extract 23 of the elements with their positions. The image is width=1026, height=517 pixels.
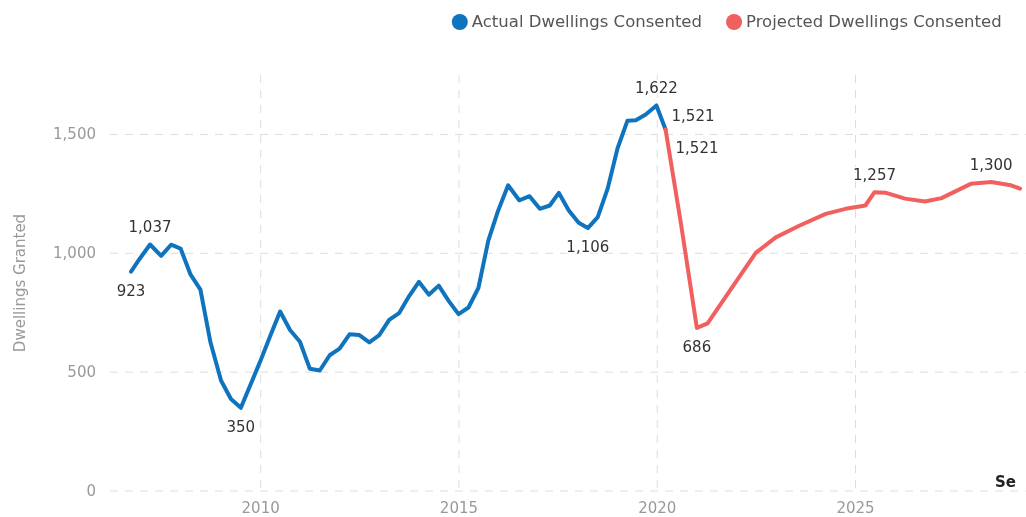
data-label: 1,300 — [969, 155, 1013, 174]
data-label: 1,521 — [671, 107, 715, 126]
x-tick-label: 2025 — [836, 499, 875, 517]
annotation: Se — [995, 473, 1016, 491]
data-label: 350 — [226, 417, 256, 436]
line-series — [663, 127, 1023, 330]
legend-label: Projected Dwellings Consented — [746, 12, 1002, 31]
data-label: 1,521 — [675, 139, 719, 158]
data-label: 1,622 — [634, 79, 678, 98]
data-label: 1,257 — [853, 166, 896, 185]
y-tick-label: 1,500 — [53, 125, 96, 144]
x-tick-label: 2010 — [241, 499, 280, 517]
y-tick-label: 0 — [86, 482, 96, 500]
data-label: 1,106 — [566, 238, 610, 257]
x-tick-label: 2015 — [439, 499, 479, 517]
y-tick-label: 1,000 — [53, 244, 96, 263]
y-tick-label: 500 — [67, 363, 96, 382]
legend-label: Actual Dwellings Consented — [471, 12, 702, 31]
x-tick-label: 2020 — [638, 499, 677, 517]
data-label: 686 — [682, 337, 712, 356]
y-axis-title: Dwellings Granted — [11, 213, 29, 353]
data-label: 923 — [116, 281, 146, 300]
data-label: 1,037 — [128, 218, 172, 237]
